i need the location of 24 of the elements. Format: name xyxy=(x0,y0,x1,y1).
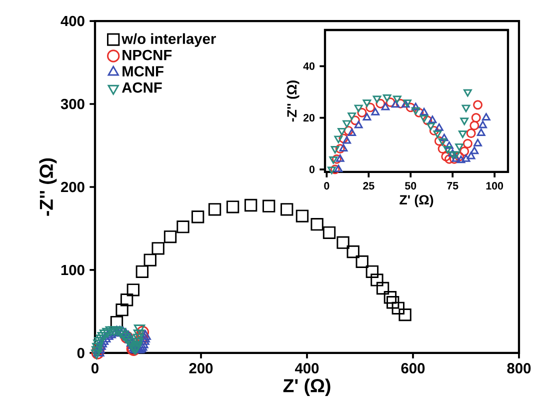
y-tick-label: 0 xyxy=(77,348,84,358)
x-tick-label: 0 xyxy=(324,182,330,190)
x-tick-label: 800 xyxy=(507,363,531,374)
y-tick-label: 100 xyxy=(61,264,84,276)
x-tick-label: 0 xyxy=(92,363,98,374)
x-tick-label: 75 xyxy=(447,182,458,190)
x-axis-title: Z' (Ω) xyxy=(400,194,434,208)
x-tick-label: 600 xyxy=(401,363,425,374)
x-tick-label: 100 xyxy=(486,182,504,190)
y-tick-label: 0 xyxy=(309,166,315,174)
x-tick-label: 50 xyxy=(405,182,416,190)
legend-label: MCNF xyxy=(122,66,164,76)
legend-label: NPCNF xyxy=(122,50,172,60)
x-tick-label: 200 xyxy=(189,363,213,374)
y-tick-label: 20 xyxy=(303,114,315,122)
y-tick-label: 40 xyxy=(303,62,315,70)
x-axis-title: Z' (Ω) xyxy=(283,378,330,396)
y-tick-label: 400 xyxy=(60,16,84,26)
x-tick-label: 25 xyxy=(363,182,374,190)
y-axis-title: -Z'' (Ω) xyxy=(39,158,57,216)
y-tick-label: 300 xyxy=(60,98,84,110)
legend-label: ACNF xyxy=(122,82,162,93)
y-axis-title: -Z'' (Ω) xyxy=(286,80,300,122)
legend-label: w/o interlayer xyxy=(122,33,216,47)
